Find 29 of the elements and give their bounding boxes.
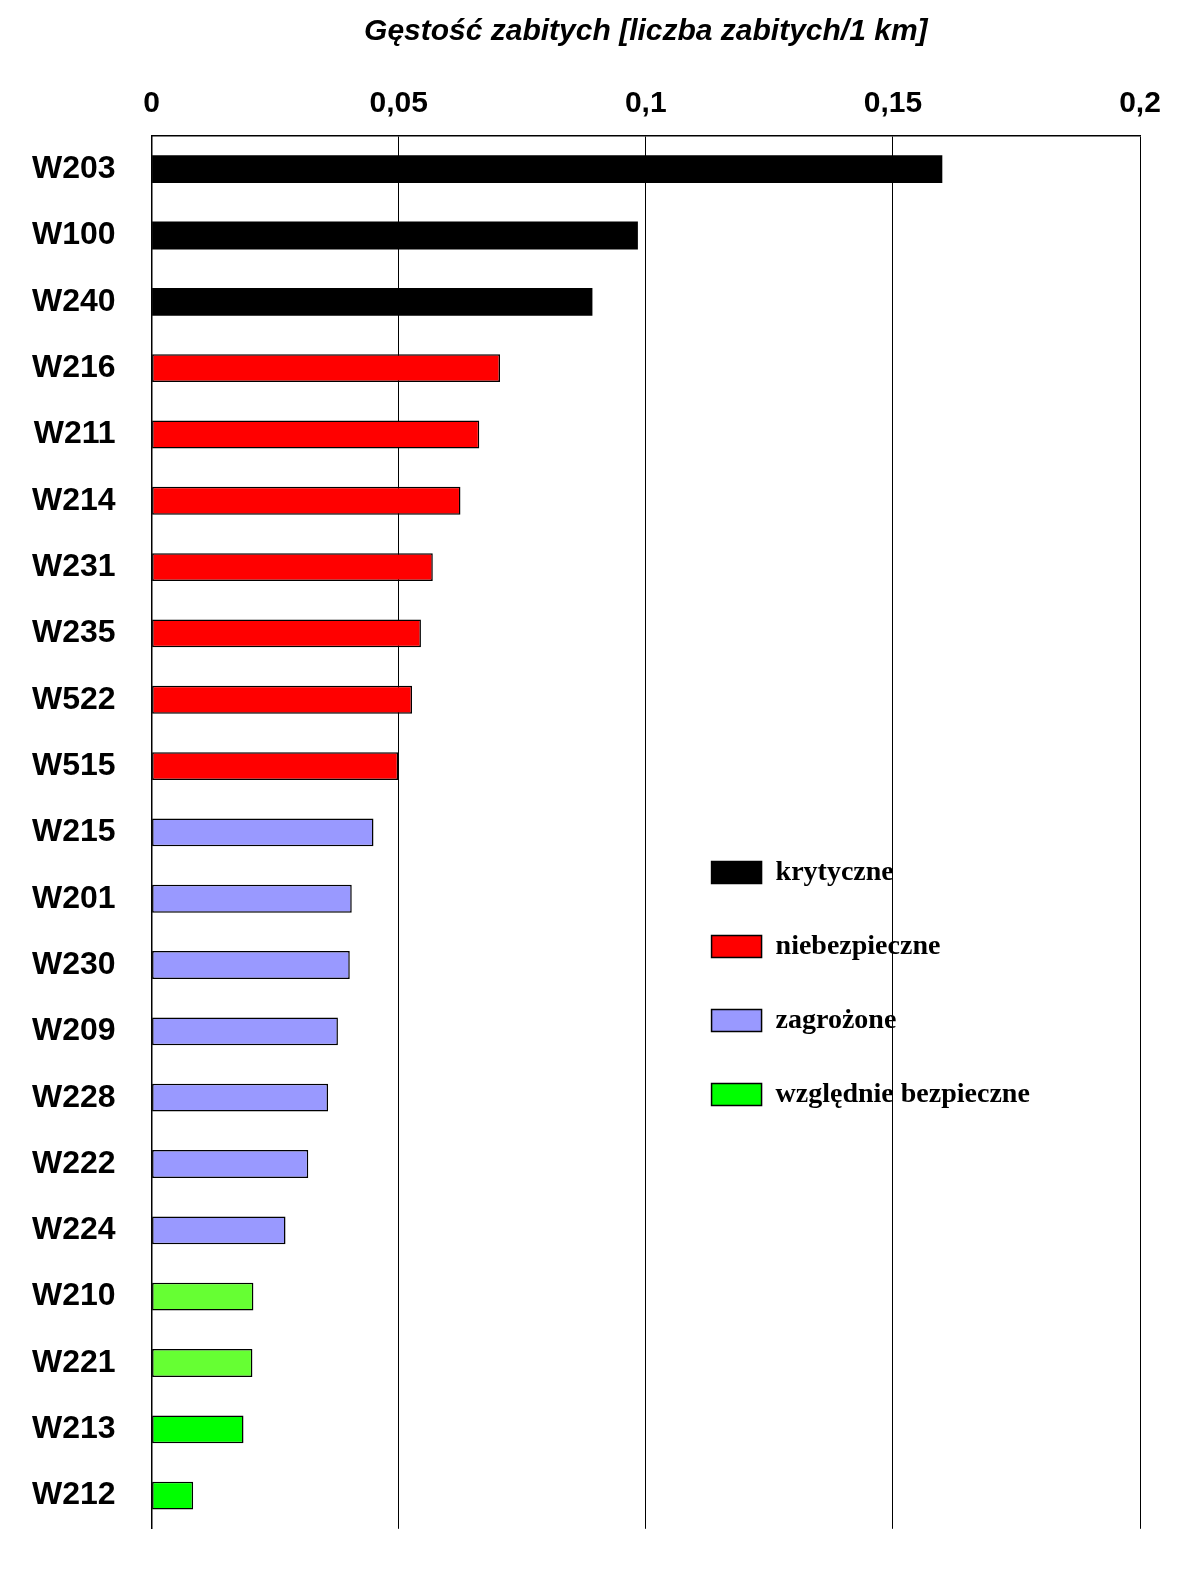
x-tick-label: 0,2 <box>1119 85 1161 119</box>
x-tick-label: 0,1 <box>624 85 667 119</box>
x-tick-label: 0,15 <box>863 85 923 119</box>
y-tick-label: W209 <box>32 1011 116 1048</box>
y-tick-label: W212 <box>32 1475 116 1512</box>
y-tick-label: W221 <box>32 1342 116 1379</box>
y-tick-label: W210 <box>32 1276 116 1313</box>
y-tick-label: W231 <box>32 546 116 583</box>
y-tick-label: W211 <box>33 414 116 451</box>
y-tick-label: W213 <box>32 1409 116 1446</box>
y-tick-label: W522 <box>32 679 116 716</box>
y-tick-label: W228 <box>32 1077 116 1114</box>
y-tick-label: W230 <box>32 944 116 981</box>
y-tick-label: W203 <box>32 148 116 185</box>
y-tick-label: W201 <box>32 878 116 915</box>
x-axis-title: Gęstość zabitych [liczba zabitych/1 km] <box>364 13 929 47</box>
legend-label: krytyczne <box>775 854 894 886</box>
y-tick-label: W240 <box>32 281 116 318</box>
y-tick-label: W100 <box>32 215 116 252</box>
x-tick-label: 0,05 <box>369 85 428 119</box>
y-tick-label: W214 <box>32 480 116 517</box>
y-tick-label: W515 <box>32 745 116 782</box>
y-tick-label: W222 <box>32 1143 116 1180</box>
y-tick-label: W216 <box>32 347 116 384</box>
x-tick-label: 0 <box>143 85 160 119</box>
y-tick-label: W235 <box>32 613 116 650</box>
y-tick-label: W224 <box>32 1210 116 1247</box>
y-tick-label: W215 <box>32 812 116 849</box>
legend-label: względnie bezpieczne <box>775 1076 1030 1108</box>
